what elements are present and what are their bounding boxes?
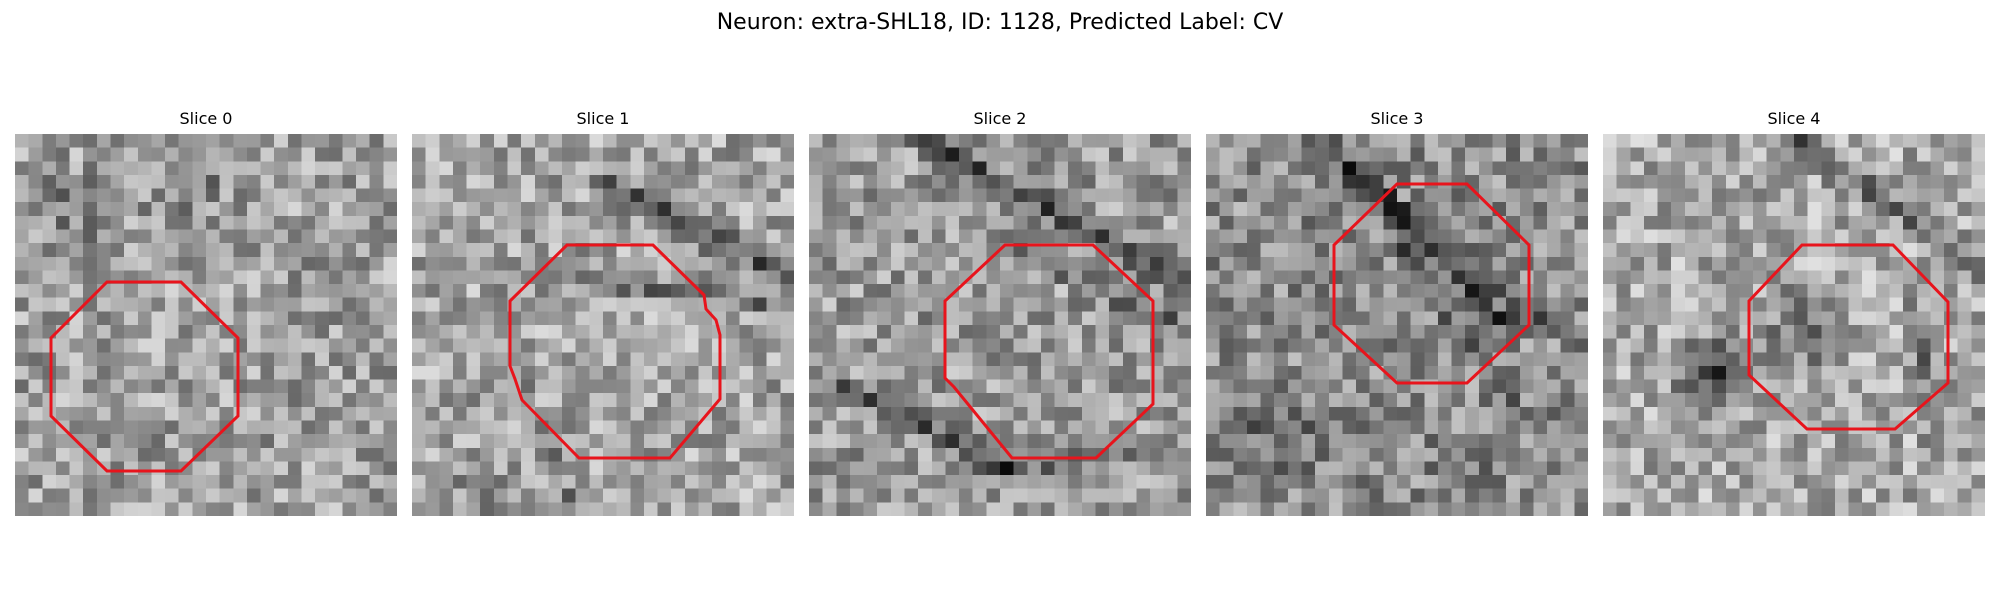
slice-panel-0: Slice 0 — [15, 108, 397, 518]
slice-panel-3: Slice 3 — [1206, 108, 1588, 518]
slice-image-0 — [15, 134, 397, 516]
slice-panel-4: Slice 4 — [1603, 108, 1985, 518]
slice-title-1: Slice 1 — [576, 109, 630, 128]
slice-title-0: Slice 0 — [179, 109, 233, 128]
slice-image-2 — [809, 134, 1191, 516]
figure-title: Neuron: extra-SHL18, ID: 1128, Predicted… — [716, 10, 1284, 35]
slice-panel-2: Slice 2 — [809, 108, 1191, 518]
slice-title-2: Slice 2 — [973, 109, 1027, 128]
slice-title-4: Slice 4 — [1767, 109, 1821, 128]
slice-image-1 — [412, 134, 794, 516]
slice-image-3 — [1206, 134, 1588, 516]
slice-title-3: Slice 3 — [1370, 109, 1424, 128]
slice-panel-1: Slice 1 — [412, 108, 794, 518]
slice-image-4 — [1603, 134, 1985, 516]
